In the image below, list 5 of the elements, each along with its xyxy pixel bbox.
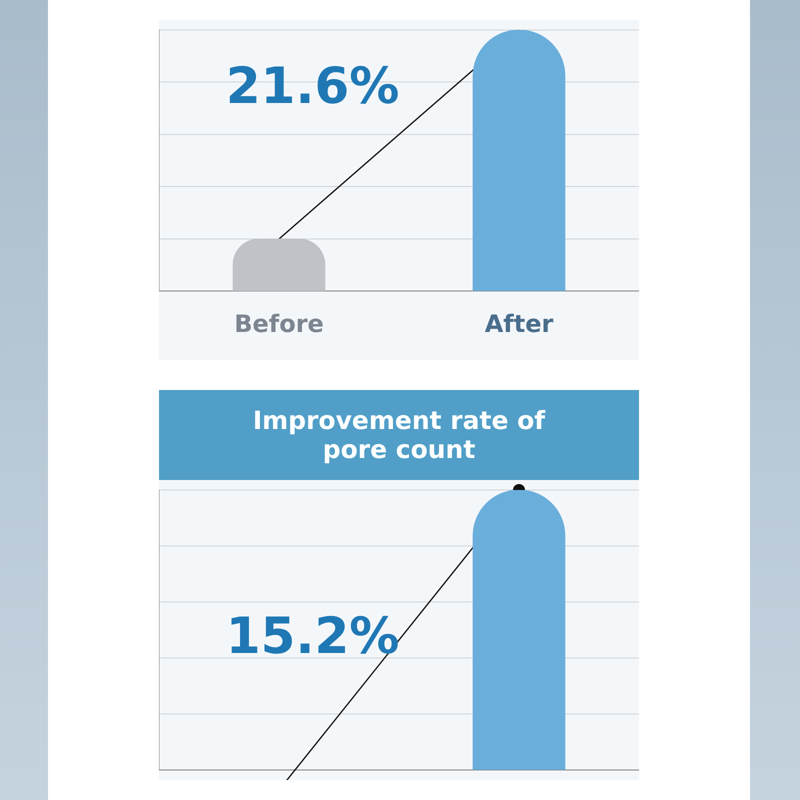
chart-title: Improvement rate of pore count: [159, 390, 639, 480]
annotation: 21.6%: [226, 56, 400, 115]
annotation: 15.2%: [226, 606, 400, 665]
x-tick-label: After: [484, 310, 554, 338]
x-tick-label: Before: [234, 310, 324, 338]
